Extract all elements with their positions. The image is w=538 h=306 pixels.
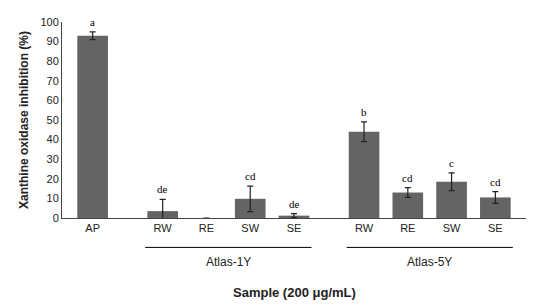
svg-text:90: 90	[47, 35, 59, 47]
svg-text:80: 80	[47, 55, 59, 67]
svg-text:de: de	[289, 198, 300, 210]
svg-text:RW: RW	[154, 222, 173, 234]
svg-text:100: 100	[40, 16, 58, 28]
svg-text:Xanthine oxidase inhibition (%: Xanthine oxidase inhibition (%)	[17, 31, 31, 209]
svg-text:40: 40	[47, 133, 59, 145]
svg-text:60: 60	[47, 94, 59, 106]
svg-text:de: de	[157, 183, 168, 195]
svg-text:SE: SE	[488, 222, 503, 234]
svg-text:30: 30	[47, 153, 59, 165]
svg-text:AP: AP	[85, 222, 100, 234]
svg-text:RW: RW	[355, 222, 374, 234]
svg-text:Sample (200 μg/mL): Sample (200 μg/mL)	[233, 285, 356, 300]
svg-text:50: 50	[47, 114, 59, 126]
svg-text:c: c	[449, 157, 454, 169]
svg-text:0: 0	[53, 212, 59, 224]
svg-text:20: 20	[47, 173, 59, 185]
svg-text:cd: cd	[402, 172, 413, 184]
svg-text:SW: SW	[443, 222, 461, 234]
svg-text:cd: cd	[490, 176, 501, 188]
svg-text:RE: RE	[199, 222, 214, 234]
svg-text:cd: cd	[245, 170, 256, 182]
svg-text:a: a	[90, 16, 95, 28]
svg-text:Atlas-1Y: Atlas-1Y	[206, 255, 251, 269]
svg-text:70: 70	[47, 75, 59, 87]
svg-text:Atlas-5Y: Atlas-5Y	[407, 255, 452, 269]
svg-text:b: b	[361, 106, 367, 118]
svg-text:SE: SE	[287, 222, 302, 234]
svg-text:SW: SW	[241, 222, 259, 234]
svg-text:RE: RE	[400, 222, 415, 234]
svg-text:10: 10	[47, 192, 59, 204]
